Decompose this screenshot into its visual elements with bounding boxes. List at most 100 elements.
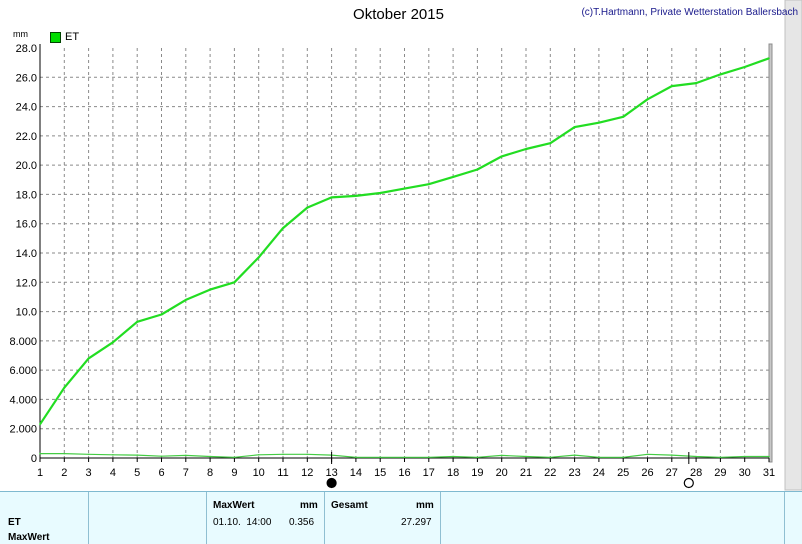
right-scroll-strip — [784, 0, 802, 491]
y-tick-label: 22.0 — [16, 131, 37, 143]
gesamt-value: 27.297 — [401, 517, 432, 528]
table-divider — [88, 492, 89, 544]
x-tick-label: 4 — [110, 467, 116, 479]
data-point — [573, 126, 576, 128]
legend-label-et: ET — [65, 31, 80, 43]
y-tick-label: 18.0 — [16, 189, 37, 201]
chart-area: 0 2.000 4.000 6.000 8.000 10.0 12.0 14.0 16.0 18.… — [9, 0, 802, 491]
data-point — [428, 183, 430, 185]
x-tick-label: 25 — [617, 467, 629, 479]
cursor-marker-hollow — [683, 477, 694, 489]
x-tick-label: 15 — [374, 467, 386, 479]
data-point — [39, 452, 41, 455]
table-divider — [324, 492, 325, 544]
data-point — [403, 187, 406, 190]
x-tick-label: 10 — [253, 467, 265, 479]
data-point — [63, 386, 66, 389]
copyright-text: (c)T.Hartmann, Private Wetterstation Bal… — [581, 7, 798, 18]
legend[interactable]: ET — [50, 31, 79, 43]
data-point — [598, 456, 600, 459]
gesamt-header: Gesamt — [331, 500, 368, 511]
y-tick-label: 6.000 — [9, 365, 37, 377]
data-point — [646, 453, 649, 456]
x-tick-label: 23 — [568, 467, 580, 479]
maxwert-time: 01.10. 14:00 — [213, 517, 272, 528]
maxwert-value: 0.356 — [289, 517, 315, 528]
data-point — [549, 456, 552, 459]
plot-right-frame — [768, 43, 773, 463]
data-point — [112, 341, 114, 344]
data-point — [209, 288, 211, 291]
x-tick-label: 2 — [61, 467, 67, 479]
y-tick-label: 26.0 — [16, 72, 37, 84]
data-point — [719, 456, 722, 459]
y-tick-label: 28.0 — [16, 43, 37, 55]
data-point — [330, 196, 333, 199]
data-point — [136, 454, 138, 456]
data-point — [185, 299, 187, 301]
data-point — [63, 452, 66, 455]
data-point — [549, 142, 552, 144]
chart-title: Oktober 2015 — [353, 6, 444, 23]
x-tick-label: 3 — [86, 467, 92, 479]
data-point — [355, 456, 357, 459]
data-point — [743, 455, 746, 458]
data-point — [573, 454, 576, 456]
data-point — [355, 195, 357, 197]
x-tick-label: 13 — [325, 467, 337, 479]
data-point — [695, 455, 697, 458]
data-point — [282, 227, 284, 229]
x-tick-label: 27 — [666, 467, 678, 479]
data-point — [719, 73, 722, 76]
x-tick-label: 26 — [641, 467, 653, 479]
table-divider — [784, 492, 785, 544]
y-tick-label: 2.000 — [9, 424, 37, 436]
maxwert-unit: mm — [300, 500, 318, 511]
gesamt-unit: mm — [416, 500, 434, 511]
data-point — [282, 453, 284, 456]
data-point — [87, 453, 90, 456]
x-tick-label: 24 — [593, 467, 605, 479]
maxwert-header: MaxWert — [213, 500, 255, 511]
data-point — [622, 116, 624, 118]
y-tick-label: 4.000 — [9, 394, 37, 406]
data-point — [500, 155, 503, 158]
x-tick-label: 30 — [739, 467, 751, 479]
data-point — [476, 456, 479, 459]
data-point — [87, 357, 90, 360]
x-tick-label: 9 — [231, 467, 237, 479]
row-label-et: ET — [8, 517, 21, 528]
data-point — [525, 455, 527, 458]
data-point — [112, 453, 114, 456]
table-divider — [206, 492, 207, 544]
table-divider — [440, 492, 441, 544]
x-tick-label: 12 — [301, 467, 313, 479]
y-tick-label: 14.0 — [16, 248, 37, 260]
data-point — [768, 57, 770, 60]
data-point — [671, 454, 673, 456]
data-point — [476, 168, 479, 171]
data-point — [768, 455, 770, 458]
data-point — [379, 456, 382, 459]
x-tick-label: 1 — [37, 467, 43, 479]
x-tick-label: 29 — [714, 467, 726, 479]
data-point — [136, 321, 138, 323]
data-point — [646, 98, 649, 101]
data-point — [743, 66, 746, 68]
x-tick-label: 17 — [423, 467, 435, 479]
data-point — [452, 455, 454, 458]
data-point — [379, 192, 382, 194]
x-tick-label: 14 — [350, 467, 362, 479]
x-tick-label: 31 — [763, 467, 775, 479]
data-point — [257, 256, 260, 259]
data-point — [622, 456, 624, 459]
data-point — [500, 454, 503, 457]
data-point — [185, 454, 187, 457]
data-point — [160, 455, 163, 458]
data-point — [209, 455, 211, 458]
x-tick-label: 7 — [183, 467, 189, 479]
data-point — [306, 206, 309, 209]
x-tick-label: 21 — [520, 467, 532, 479]
data-point — [452, 176, 454, 178]
data-point — [39, 423, 41, 426]
